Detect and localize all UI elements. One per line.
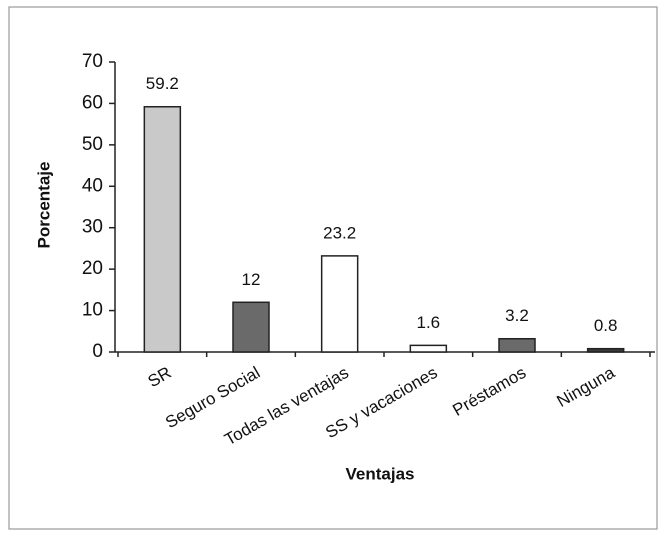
frame	[8, 6, 658, 530]
value-label: 59.2	[146, 74, 179, 93]
y-tick-label: 20	[82, 258, 103, 279]
bar	[498, 337, 536, 353]
bar	[409, 344, 448, 353]
bar	[232, 301, 270, 353]
x-tick-label: Préstamos	[449, 363, 529, 420]
value-label: 23.2	[323, 223, 356, 242]
x-axis-label: Ventajas	[346, 464, 415, 483]
value-label: 0.8	[594, 316, 618, 335]
bar	[586, 347, 625, 353]
y-tick-label: 10	[82, 300, 103, 321]
y-tick-label: 60	[82, 92, 103, 113]
y-tick-label: 40	[82, 175, 103, 196]
y-tick-label: 50	[82, 134, 103, 155]
y-tick-label: 30	[82, 217, 103, 238]
bar	[143, 105, 182, 353]
bar	[320, 255, 359, 353]
value-label: 1.6	[417, 313, 441, 332]
y-tick-label: 0	[92, 341, 103, 362]
y-axis-label: Porcentaje	[34, 162, 53, 249]
y-tick-label: 70	[82, 51, 103, 72]
value-label: 12	[242, 270, 261, 289]
x-tick-label: SR	[145, 363, 175, 391]
value-label: 3.2	[505, 306, 529, 325]
x-tick-label: Ninguna	[554, 363, 619, 411]
